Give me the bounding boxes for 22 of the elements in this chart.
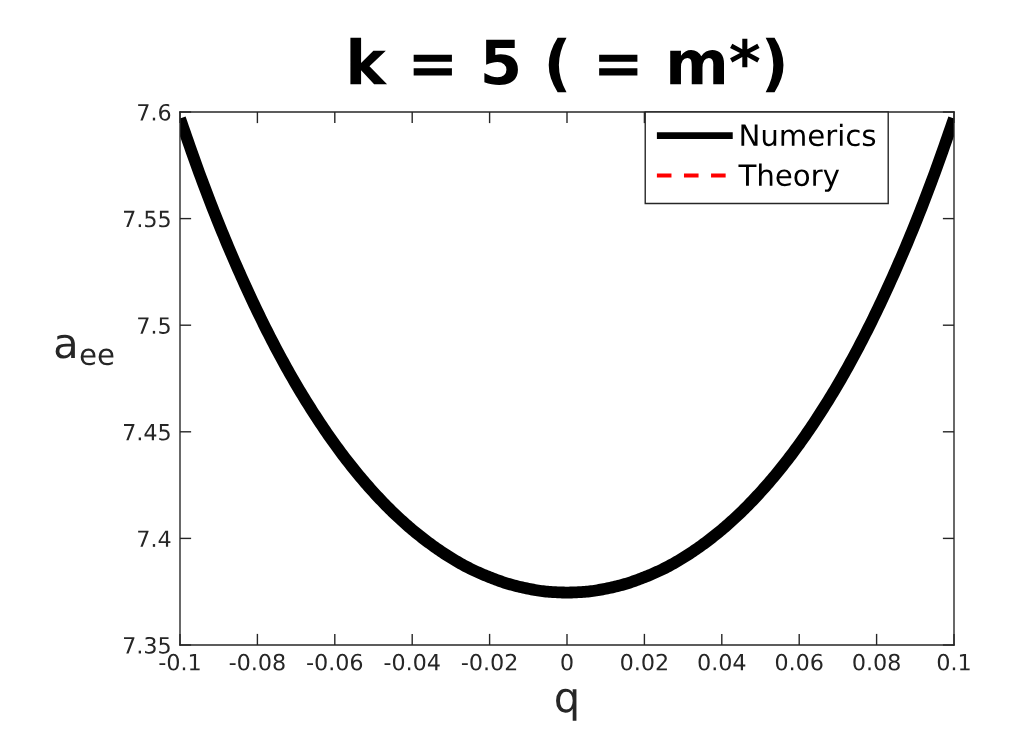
x-tick-label: 0.06: [775, 653, 823, 671]
y-tick-label: 7.35: [124, 636, 170, 654]
x-tick-label: -0.04: [384, 653, 440, 671]
y-tick-label: 7.45: [124, 424, 170, 441]
y-tick-label: 7.55: [124, 210, 170, 228]
x-tick-label: 0.02: [621, 653, 667, 671]
y-tick-label: 7.5: [138, 317, 170, 334]
x-tick-label: -0.06: [307, 653, 363, 671]
y-axis-title: a$_{ee}$: [55, 334, 114, 366]
chart-title: k = 5 ( = m*): [350, 37, 784, 93]
y-tick-label: 7.4: [138, 530, 171, 547]
y-tick-label: 7.6: [138, 103, 171, 121]
x-tick-label: 0: [561, 653, 573, 671]
x-tick-label: -0.08: [229, 653, 285, 671]
x-axis-title: q: [556, 688, 577, 721]
x-tick-label: 0.08: [853, 653, 900, 671]
x-tick-label: -0.02: [461, 653, 517, 671]
x-tick-label: -0.1: [159, 653, 200, 671]
legend-label: Numerics: [741, 123, 876, 147]
legend-label: Theory: [738, 163, 840, 192]
x-tick-label: 0.1: [937, 653, 970, 671]
x-tick-label: 0.04: [698, 653, 746, 671]
